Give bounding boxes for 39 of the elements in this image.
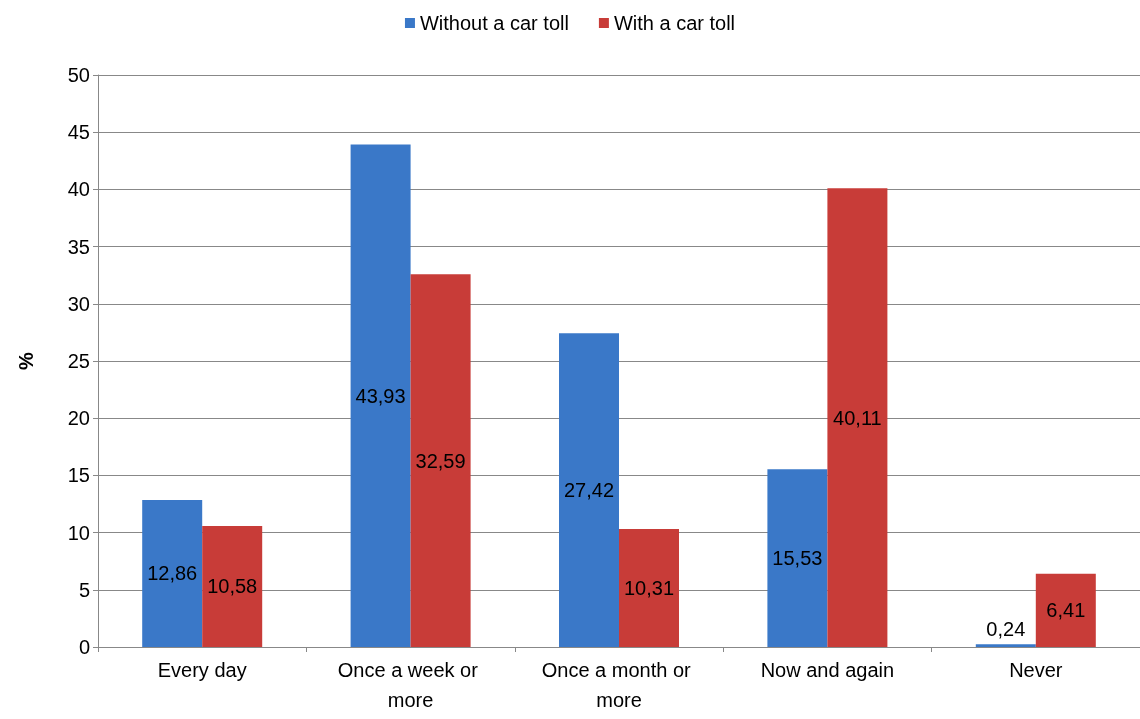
x-tick-label: Once a month or more xyxy=(541,659,697,711)
bar xyxy=(350,144,411,647)
data-label: 6,41 xyxy=(1046,599,1086,622)
y-tick-label: 50 xyxy=(67,64,90,86)
x-tick-label: Every day xyxy=(157,659,247,681)
bar xyxy=(202,525,263,647)
data-label: 43,93 xyxy=(355,384,406,407)
data-label: 0,24 xyxy=(986,618,1026,641)
y-tick-label: 0 xyxy=(78,636,90,658)
y-tick-label: 45 xyxy=(67,121,90,144)
data-label: 40,11 xyxy=(833,406,882,429)
y-tick-label: 5 xyxy=(78,578,90,601)
data-label: 32,59 xyxy=(415,449,466,472)
bar xyxy=(767,469,828,647)
bar xyxy=(410,274,471,647)
y-tick-label: 25 xyxy=(67,350,90,372)
x-tick-label: Once a week or more xyxy=(337,659,484,711)
y-tick-label: 35 xyxy=(67,235,90,258)
bar xyxy=(619,529,679,647)
bar xyxy=(559,333,619,647)
legend-label: Without a car toll xyxy=(419,12,569,34)
x-tick-label: Now and again xyxy=(760,659,895,681)
y-axis-title: % xyxy=(15,351,37,370)
bar xyxy=(142,499,203,647)
data-label: 10,31 xyxy=(623,577,675,600)
y-tick-label: 40 xyxy=(67,178,90,201)
bar xyxy=(827,188,888,647)
y-tick-label: 20 xyxy=(67,407,90,430)
data-label: 12,86 xyxy=(147,562,198,585)
legend-label: With a car toll xyxy=(613,12,736,34)
x-tick-label: Never xyxy=(1009,659,1063,681)
data-label: 10,58 xyxy=(207,575,258,598)
data-label: 15,53 xyxy=(772,547,823,570)
data-label: 27,42 xyxy=(563,479,615,502)
y-tick-label: 30 xyxy=(67,292,90,315)
bar xyxy=(1035,573,1096,647)
y-tick-label: 10 xyxy=(67,521,90,544)
y-tick-label: 15 xyxy=(67,464,90,487)
bar xyxy=(975,644,1036,647)
